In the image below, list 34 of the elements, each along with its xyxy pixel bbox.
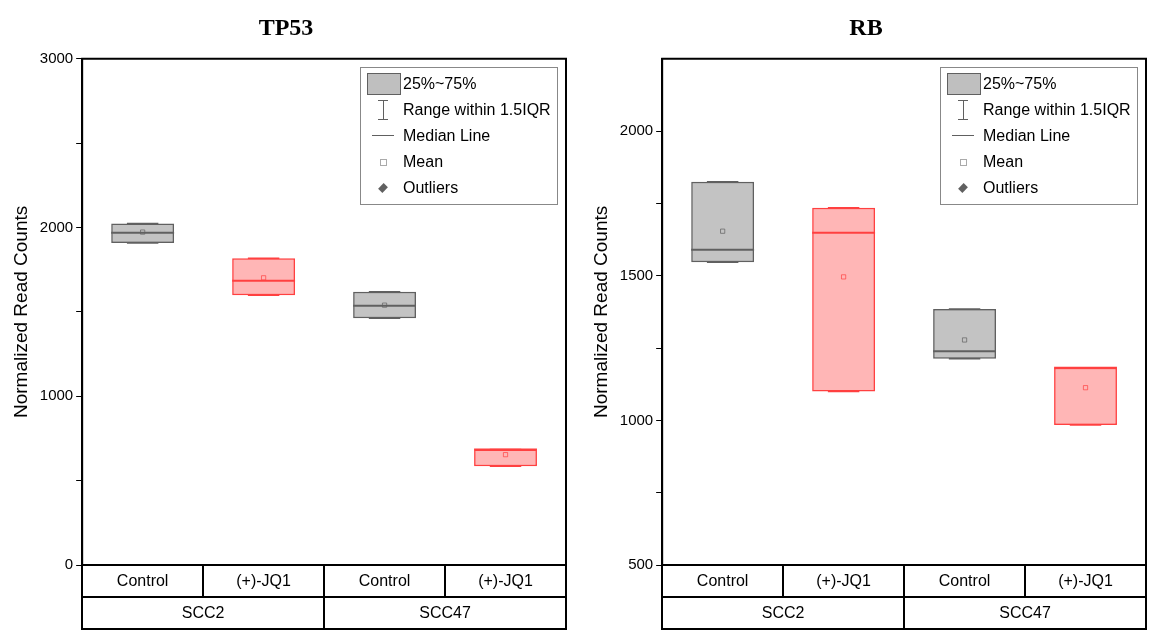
text: SCC47 — [999, 604, 1051, 621]
x-tick-label: Control — [82, 565, 204, 597]
annotation: Mean — [983, 152, 1024, 171]
x-tick-label: (+)-JQ1 — [783, 565, 905, 597]
annotation: Outliers — [983, 178, 1039, 197]
annotation: Mean — [403, 152, 444, 171]
chart-title: TP53 — [258, 13, 314, 40]
annotation: Median Line — [983, 126, 1071, 145]
x-tick-label: Control — [904, 565, 1026, 597]
y-tick-label: 2000 — [619, 121, 654, 139]
annotation: 25%~75% — [983, 74, 1057, 93]
x-tick-label: (+)-JQ1 — [203, 565, 325, 597]
x-tick-label: Control — [324, 565, 446, 597]
y-axis-title: Normalized Read Counts — [9, 205, 31, 419]
y-tick-label: 0 — [64, 555, 74, 573]
x-tick-label: (+)-JQ1 — [1025, 565, 1146, 597]
y-tick-label: 500 — [628, 555, 654, 573]
y-tick-label: 1500 — [619, 265, 654, 283]
x-tick-label: Control — [662, 565, 784, 597]
annotation: Median Line — [403, 126, 491, 145]
y-tick-label: 1000 — [619, 410, 654, 428]
annotation: 25%~75% — [403, 74, 477, 93]
y-tick-label: 3000 — [39, 48, 74, 66]
annotation: Outliers — [403, 178, 459, 197]
annotation: Range within 1.5IQR — [983, 100, 1131, 119]
chart-title: RB — [849, 13, 883, 40]
y-tick-label: 2000 — [39, 217, 74, 235]
text: SCC47 — [419, 604, 471, 621]
text: SCC2 — [761, 604, 805, 621]
text: SCC2 — [181, 604, 225, 621]
y-tick-label: 1000 — [39, 386, 74, 404]
y-axis-title: Normalized Read Counts — [589, 205, 611, 419]
annotation: Range within 1.5IQR — [403, 100, 551, 119]
x-tick-label: (+)-JQ1 — [445, 565, 566, 597]
